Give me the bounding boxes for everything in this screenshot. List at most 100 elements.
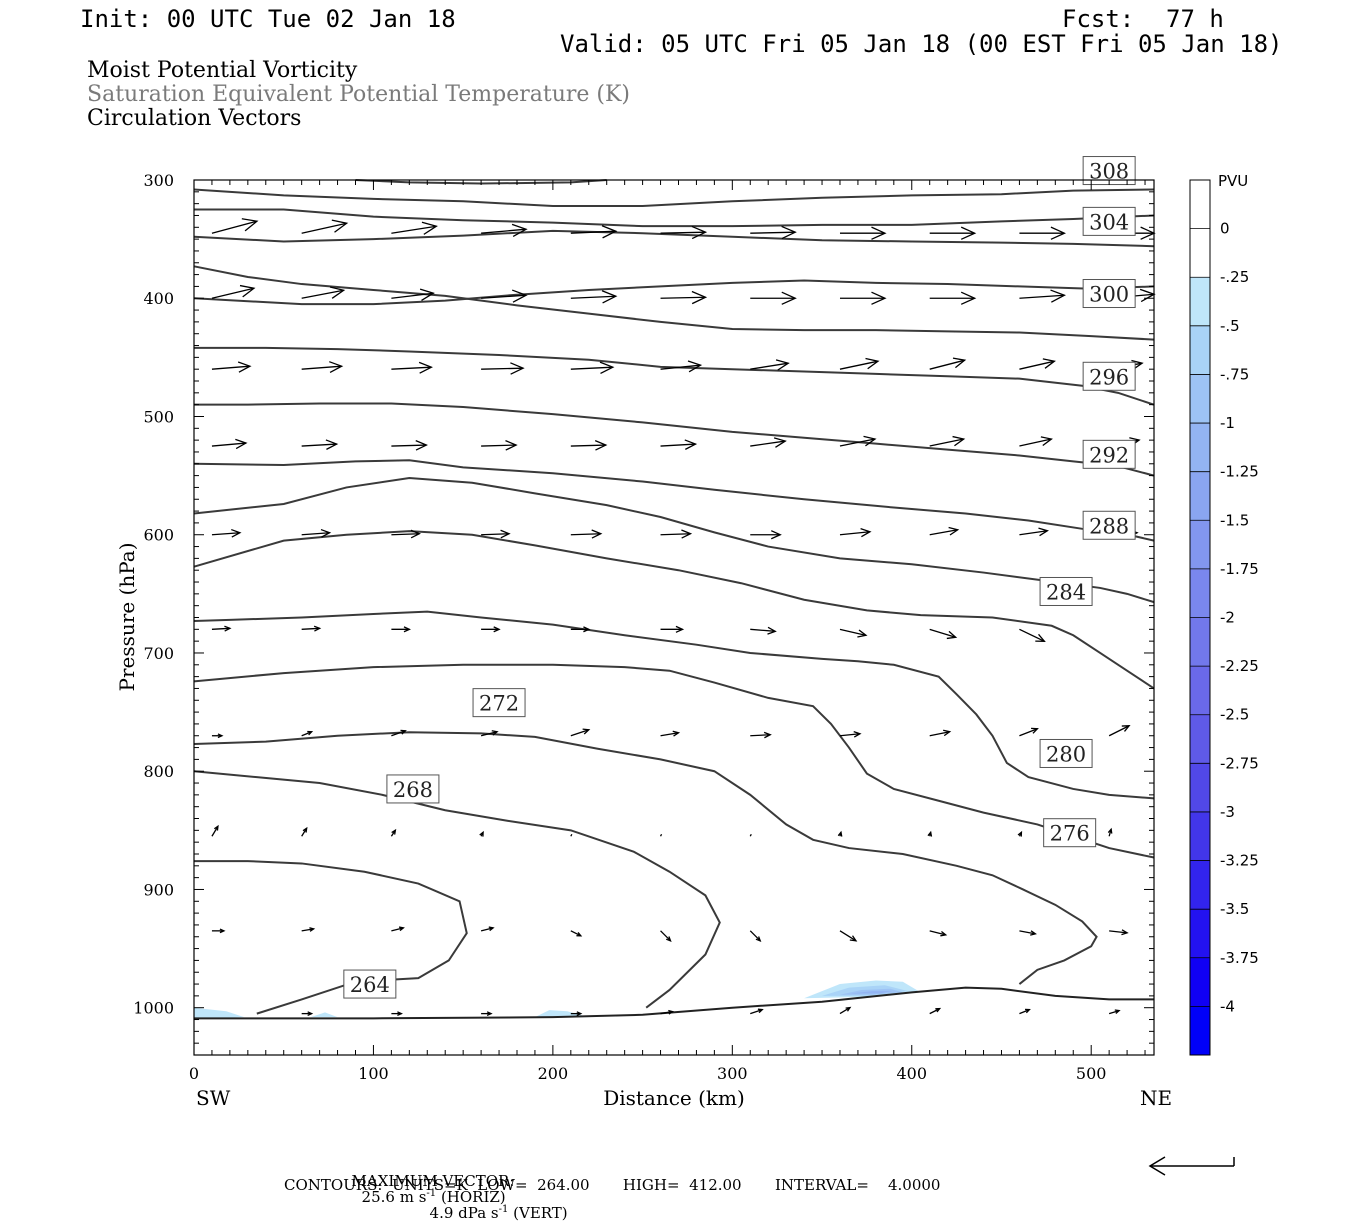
y-tick-label: 600 — [143, 526, 174, 545]
contour-label-box-304 — [1082, 206, 1136, 236]
vector-head — [1017, 830, 1023, 837]
colorbar-swatch — [1190, 763, 1210, 812]
vector-head — [1031, 727, 1039, 734]
vector-arrow — [750, 1008, 764, 1015]
vector-head — [871, 226, 887, 240]
vector-head — [599, 361, 615, 375]
vector-shaft — [570, 366, 613, 370]
contour-300 — [194, 346, 1155, 406]
vector-head — [1121, 929, 1129, 936]
vector-head — [675, 625, 685, 633]
colorbar-label: 0 — [1220, 220, 1230, 238]
vector-shaft — [570, 729, 590, 737]
vector-arrow — [390, 828, 397, 837]
pv-patch-0 — [194, 1007, 245, 1019]
vector-head — [1030, 930, 1037, 936]
vector-shaft — [1019, 530, 1048, 536]
vector-head — [1025, 1008, 1031, 1014]
colorbar-label: -3.25 — [1220, 852, 1259, 870]
vector-head — [871, 291, 887, 305]
colorbar-swatch — [1190, 860, 1210, 910]
vector-head — [479, 830, 484, 837]
contour-label-box-280 — [1039, 738, 1093, 768]
vector-shaft — [481, 294, 527, 299]
vector-shaft — [750, 440, 786, 447]
y-tick-label: 1000 — [133, 999, 174, 1018]
colorbar: 0 -.25 -.5 -.75 -1 -1.25 -1.5 -1.75 -2 -2.25 -2.5 -… — [1189, 179, 1259, 1056]
vector-head — [500, 529, 511, 539]
vector-arrow — [1017, 830, 1023, 837]
vector-arrow — [301, 286, 346, 299]
vector-head — [601, 290, 618, 304]
contour-292 — [193, 459, 1155, 542]
vector-arrow — [391, 729, 407, 737]
vector-shaft — [301, 365, 342, 370]
vector-arrow — [570, 1011, 583, 1017]
vector-shaft — [660, 533, 691, 536]
vector-arrow — [660, 730, 681, 737]
vector-head — [927, 830, 933, 837]
vector-head — [940, 930, 948, 937]
vector-arrow — [749, 930, 762, 942]
vector-head — [943, 729, 952, 737]
vector-head — [691, 225, 708, 240]
vector-arrow — [839, 435, 877, 447]
vector-arrow — [837, 830, 843, 837]
colorbar-swatch — [1190, 568, 1210, 618]
vector-arrow — [211, 361, 252, 373]
vector-head — [329, 286, 346, 299]
contour-label-box-292 — [1082, 439, 1136, 469]
vector-shaft — [929, 359, 965, 370]
contour-info: CONTOURS: UNITS=K LOW= 264.00 HIGH= 412.… — [284, 1176, 941, 1194]
contour-276 — [193, 663, 1155, 859]
contour-272 — [193, 731, 1098, 985]
vector-arrow — [929, 628, 958, 640]
vector-shaft — [301, 289, 344, 299]
vector-arrow — [750, 437, 787, 448]
vector-head — [510, 362, 525, 375]
colorbar-label: -1.75 — [1220, 560, 1259, 578]
vector-head — [410, 529, 421, 539]
contour-268 — [193, 770, 721, 1009]
init-time: Init: 00 UTC Tue 02 Jan 18 — [80, 5, 456, 33]
vector-arrow — [839, 930, 858, 942]
vector-head — [1114, 1009, 1121, 1014]
contour-280 — [193, 610, 1155, 800]
colorbar-swatch — [1190, 325, 1210, 375]
colorbar-swatch — [1190, 957, 1210, 1007]
contour-304 — [193, 265, 1155, 341]
contour-264 — [194, 860, 468, 1015]
vector-head — [1035, 633, 1046, 643]
vector-shaft — [749, 930, 761, 942]
colorbar-swatch — [1190, 180, 1210, 229]
vector-head — [1121, 725, 1131, 732]
vector-shaft — [391, 366, 432, 370]
colorbar-swatch — [1190, 811, 1210, 861]
vector-head — [583, 626, 591, 633]
vector-head — [415, 440, 428, 451]
vector-shaft — [391, 730, 406, 737]
vector-shaft — [391, 292, 434, 299]
vector-shaft — [480, 731, 498, 737]
vector-shaft — [211, 220, 258, 234]
vector-arrow — [750, 359, 790, 371]
contour-label-box-296 — [1082, 361, 1136, 391]
reference-vector-icon — [1148, 1156, 1235, 1176]
colorbar-swatch — [1190, 714, 1210, 764]
vector-arrow — [1107, 827, 1113, 837]
vector-shaft — [301, 627, 320, 630]
vector-head — [307, 730, 314, 736]
vector-shaft — [301, 443, 337, 447]
vector-arrow — [481, 440, 518, 451]
vector-shaft — [1108, 725, 1130, 737]
vector-shaft — [570, 833, 573, 837]
vector-arrow — [570, 290, 618, 304]
vector-shaft — [660, 443, 696, 447]
colorbar-label: -.25 — [1220, 268, 1249, 286]
vector-head — [845, 1006, 852, 1012]
y-axis-title: Pressure (hPa) — [115, 543, 139, 692]
vector-shaft — [481, 444, 517, 447]
vector-arrow — [1108, 725, 1131, 737]
vector-head — [1050, 226, 1067, 240]
vector-head — [302, 826, 308, 833]
